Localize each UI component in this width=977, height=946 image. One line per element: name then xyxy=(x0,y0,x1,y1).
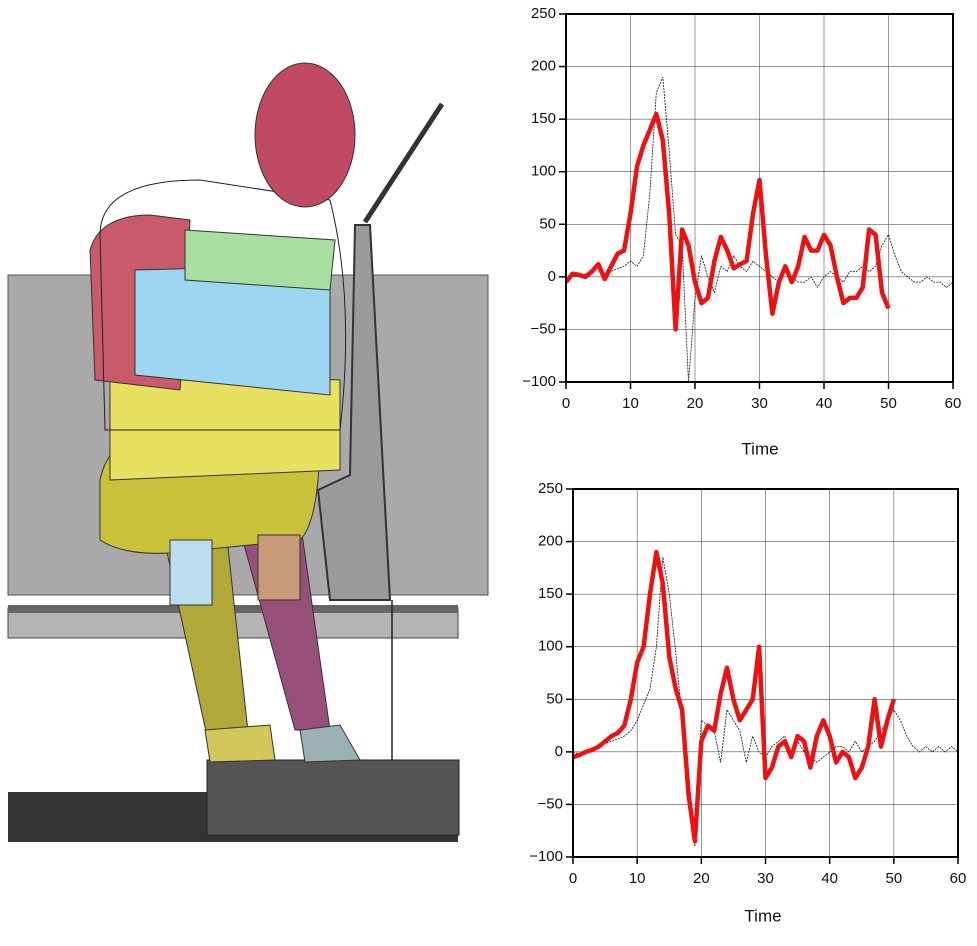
simulation-scene xyxy=(8,63,488,842)
x-tick-label: 60 xyxy=(950,870,967,887)
left-foot xyxy=(205,725,275,762)
x-tick-label: 30 xyxy=(757,870,774,887)
y-tick-label: 150 xyxy=(538,585,563,602)
series-line xyxy=(573,552,894,841)
x-tick-label: 60 xyxy=(945,395,962,412)
x-axis-label: Time xyxy=(741,439,778,458)
upper-chest xyxy=(185,230,335,290)
chart: 0 10 20 30 40 50 60 −100 −50 0 50 100 150 200 250 Time xyxy=(529,480,966,926)
y-tick-label: −50 xyxy=(538,795,563,812)
x-tick-label: 10 xyxy=(622,395,639,412)
right-foot xyxy=(300,725,360,762)
x-tick-label: 0 xyxy=(569,870,577,887)
y-tick-label: 0 xyxy=(555,743,563,760)
y-tick-label: 200 xyxy=(531,58,556,75)
series-line xyxy=(566,114,889,330)
footrest xyxy=(207,760,459,835)
y-tick-label: −50 xyxy=(531,320,556,337)
x-tick-label: 30 xyxy=(751,395,768,412)
x-tick-label: 50 xyxy=(880,395,897,412)
y-tick-label: 100 xyxy=(538,638,563,655)
y-tick-label: 0 xyxy=(548,268,556,285)
x-tick-label: 40 xyxy=(816,395,833,412)
y-tick-label: −100 xyxy=(529,848,563,865)
left-knee xyxy=(170,540,212,605)
y-tick-label: 250 xyxy=(538,480,563,497)
x-tick-label: 50 xyxy=(885,870,902,887)
y-tick-label: 50 xyxy=(539,215,556,232)
y-tick-label: 100 xyxy=(531,163,556,180)
x-tick-label: 20 xyxy=(693,870,710,887)
x-tick-label: 40 xyxy=(821,870,838,887)
x-tick-label: 20 xyxy=(687,395,704,412)
y-tick-label: 150 xyxy=(531,110,556,127)
x-tick-label: 0 xyxy=(562,395,570,412)
y-tick-label: 200 xyxy=(538,533,563,550)
x-axis-label: Time xyxy=(744,906,781,925)
right-knee xyxy=(258,535,300,600)
head xyxy=(255,63,355,207)
belt xyxy=(365,104,442,222)
y-tick-label: 250 xyxy=(531,5,556,22)
y-tick-label: 50 xyxy=(546,690,563,707)
x-tick-label: 10 xyxy=(629,870,646,887)
figure: 0102030405060−100−50050100150200250Time0… xyxy=(0,0,977,941)
chart: 0 10 20 30 40 50 60 −100 −50 0 50 100 150 200 250 Time xyxy=(522,5,961,459)
y-tick-label: −100 xyxy=(522,373,556,390)
